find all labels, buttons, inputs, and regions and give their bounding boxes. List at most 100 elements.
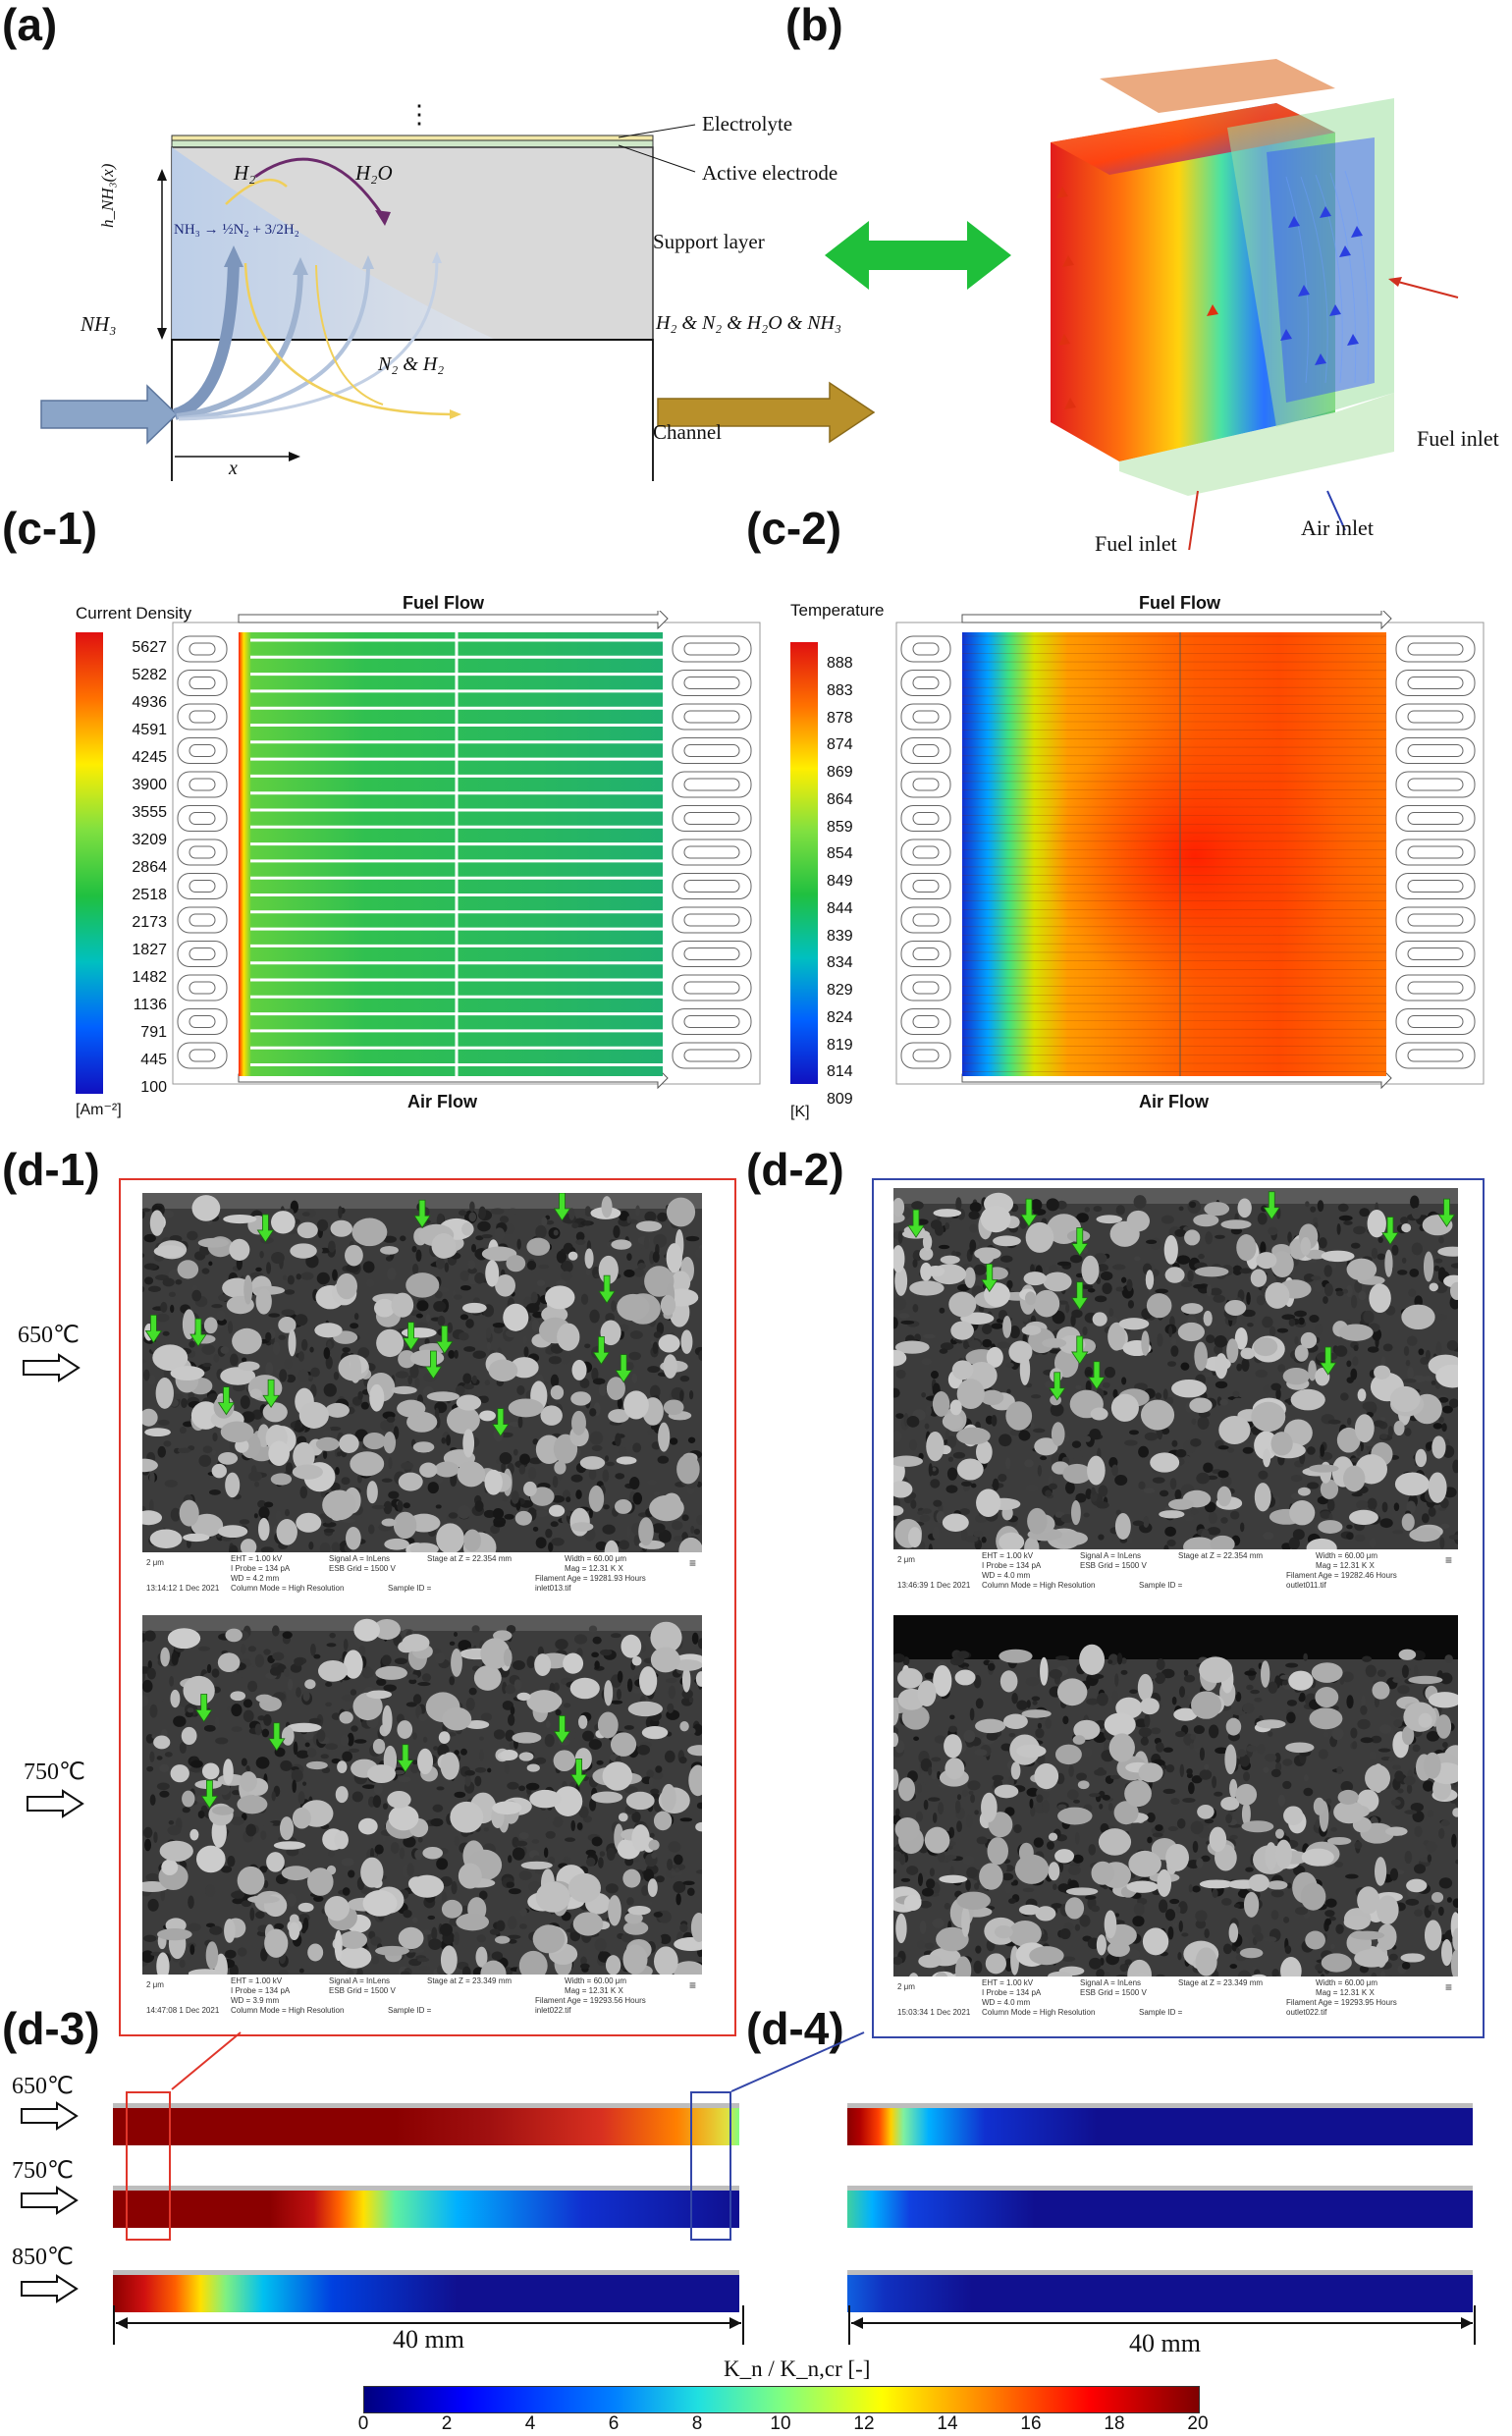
c2-colorbar-tick-label: 829 (827, 982, 853, 999)
sem-info-column: Column Mode = High Resolution (231, 1584, 345, 1593)
sem-info-eht: EHT = 1.00 kV (982, 1551, 1034, 1560)
c2-colorbar-title: Temperature (790, 601, 885, 620)
sem-info-sample: Sample ID = (1139, 1581, 1183, 1590)
electrolyte-layer (171, 135, 654, 141)
support-layer-label: Support layer (653, 230, 765, 253)
channel-label: Channel (653, 420, 722, 444)
kn-colorbar-tick-label: 14 (937, 2413, 958, 2434)
c1-colorbar-tick-label: 3555 (132, 804, 167, 821)
green-arrow-icon (256, 1214, 275, 1243)
c2-colorbar-tick-label: 864 (827, 790, 853, 808)
sem-info-mag: Mag = 12.31 K X (565, 1564, 623, 1573)
sem-info-iprobe: I Probe = 134 pA (982, 1561, 1042, 1570)
c2-colorbar-tick-label: 859 (827, 818, 853, 836)
d1-650-label: 650℃ (18, 1323, 80, 1348)
sem-info-stage: Stage at Z = 23.349 mm (427, 1976, 513, 1985)
c1-unit-label: [Am⁻²] (76, 1102, 122, 1118)
fuel-inlet-left-label: Fuel inlet (1095, 531, 1177, 556)
sem-info-iprobe: I Probe = 134 pA (982, 1988, 1042, 1997)
reaction-zone (172, 147, 496, 340)
d1-750-label: 750℃ (24, 1759, 85, 1785)
d4-scale-label: 40 mm (1129, 2329, 1201, 2357)
green-arrow-icon (553, 1193, 571, 1221)
height-label: h_NH₃(x) (98, 163, 117, 228)
c1-colorbar-tick-label: 4591 (132, 722, 167, 738)
sem-info-iprobe: I Probe = 134 pA (231, 1986, 291, 1995)
dots-label: ⋮ (406, 100, 432, 129)
green-arrow-icon (1320, 1346, 1337, 1376)
sem-info-sample: Sample ID = (1139, 2008, 1183, 2017)
sem-info-eht: EHT = 1.00 kV (231, 1976, 283, 1985)
anode-schematic (40, 124, 876, 481)
green-arrow-icon (262, 1379, 280, 1409)
panel-label-a: (a) (2, 0, 58, 50)
h2-label: H₂ (234, 161, 256, 185)
sem-info-eht: EHT = 1.00 kV (982, 1978, 1034, 1987)
green-arrow-icon (615, 1354, 632, 1383)
c1-colorbar-tick-label: 445 (140, 1052, 167, 1068)
kn-colorbar-tick-label: 20 (1187, 2413, 1209, 2434)
sem-info-eht: EHT = 1.00 kV (231, 1554, 283, 1563)
c2-colorbar-tick-label: 814 (827, 1063, 853, 1081)
d3-outlet-highlight-box (690, 2091, 731, 2241)
sem-info-file: outlet022.tif (1286, 2008, 1327, 2017)
c1-cell-map (172, 611, 761, 1090)
nh3-inlet-label: NH₃ (81, 312, 117, 336)
sem-info-time: 13:14:12 1 Dec 2021 (146, 1584, 220, 1593)
c2-colorbar-tick-label: 874 (827, 736, 853, 754)
sem-info-wd: WD = 4.0 mm (982, 1571, 1031, 1580)
c2-colorbar-tick-label: 844 (827, 899, 853, 917)
c1-colorbar (76, 632, 103, 1094)
sem-info-column: Column Mode = High Resolution (982, 2008, 1096, 2017)
c1-air-flow-label: Air Flow (407, 1092, 477, 1111)
sem-info-filament: Filament Age = 19281.93 Hours (535, 1574, 646, 1583)
sem-info-stage: Stage at Z = 22.354 mm (427, 1554, 513, 1563)
outlet-arrow (657, 381, 876, 444)
dtu-logo-icon: ≡ (1444, 1980, 1452, 1994)
green-arrow-icon (1071, 1281, 1089, 1311)
d3-strip-650 (113, 2103, 739, 2145)
sem-info-file: inlet013.tif (535, 1584, 571, 1593)
green-arrow-icon (569, 1758, 588, 1788)
d3-scale-label: 40 mm (393, 2325, 464, 2354)
c2-colorbar-tick-label: 849 (827, 873, 853, 890)
green-arrow-icon (1049, 1372, 1066, 1401)
sem-info-sem_scale: 2 μm (897, 1555, 915, 1564)
c2-colorbar-tick-label: 839 (827, 927, 853, 945)
sem-info-sample: Sample ID = (388, 1584, 432, 1593)
sem-info-wd: WD = 4.0 mm (982, 1998, 1031, 2007)
sem-info-bar: 2 μm EHT = 1.00 kV I Probe = 134 pA WD = 4.… (893, 1976, 1458, 2028)
c2-colorbar-tick-label: 883 (827, 681, 853, 699)
sem-info-filament: Filament Age = 19293.56 Hours (535, 1996, 646, 2005)
sem-info-bar: 2 μm EHT = 1.00 kV I Probe = 134 pA WD = 4.… (142, 1552, 702, 1603)
kn-colorbar-tick-label: 0 (357, 2413, 369, 2434)
kn-colorbar (363, 2386, 1200, 2413)
sem-info-sem_scale: 2 μm (897, 1982, 915, 1991)
sem-info-file: outlet011.tif (1286, 1581, 1326, 1590)
green-arrow-icon (413, 1199, 431, 1229)
sem-info-mag: Mag = 12.31 K X (1316, 1561, 1375, 1570)
green-arrow-icon (1071, 1335, 1089, 1365)
green-arrow-icon (1071, 1227, 1089, 1257)
d3-inlet-highlight-box (126, 2091, 171, 2241)
c1-colorbar-tick-label: 2864 (132, 859, 167, 876)
d4-strip-650 (847, 2103, 1473, 2145)
hollow-arrow-icon (21, 2101, 79, 2131)
sem-info-signal: Signal A = InLens (329, 1976, 391, 1985)
c1-colorbar-tick-label: 1827 (132, 942, 167, 958)
green-arrow-icon (217, 1386, 236, 1416)
green-arrow-icon (397, 1744, 414, 1773)
sem-info-bar: 2 μm EHT = 1.00 kV I Probe = 134 pA WD = 4.… (893, 1549, 1458, 1600)
sem-info-signal: Signal A = InLens (1080, 1978, 1142, 1987)
sem-info-stage: Stage at Z = 23.349 mm (1178, 1978, 1264, 1987)
c1-colorbar-tick-label: 1136 (133, 997, 167, 1013)
connector-lines (171, 2031, 865, 2092)
green-arrow-icon (1020, 1198, 1038, 1227)
reaction-label: NH₃ → ½N₂ + 3/2H₂ (174, 222, 299, 238)
d4-strip-750 (847, 2186, 1473, 2228)
c1-colorbar-tick-label: 2518 (132, 887, 167, 903)
hollow-arrow-icon (21, 2274, 79, 2303)
sem-info-iprobe: I Probe = 134 pA (231, 1564, 291, 1573)
c1-colorbar-tick-label: 4936 (132, 694, 167, 711)
c1-colorbar-tick-label: 791 (140, 1024, 167, 1041)
